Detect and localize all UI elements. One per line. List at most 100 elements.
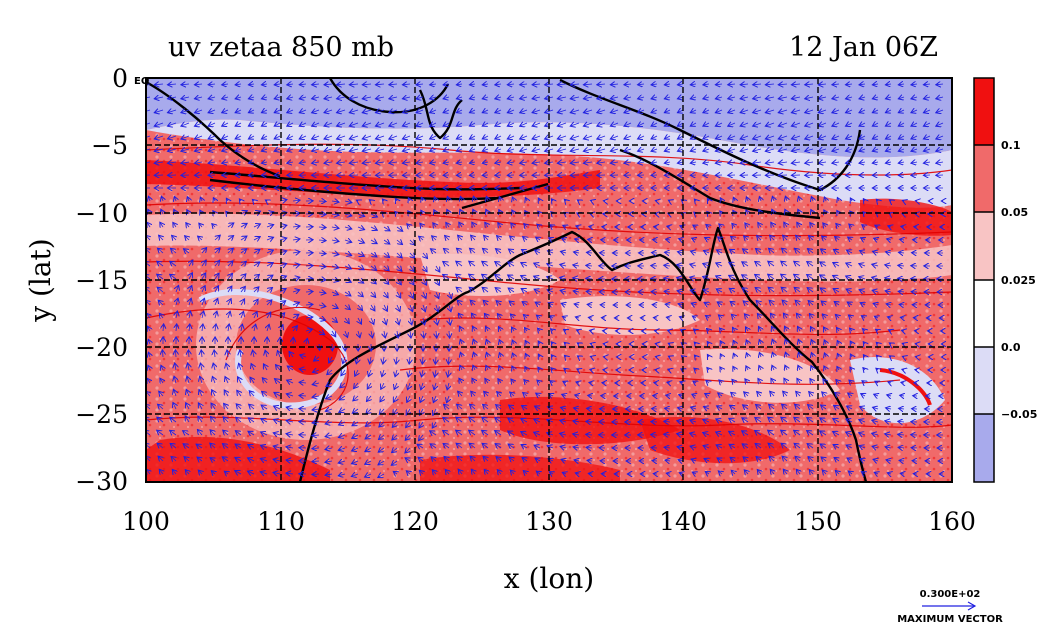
wind-vector-arrow	[331, 253, 339, 255]
wind-vector-arrow	[261, 123, 267, 126]
wind-vector-arrow	[664, 97, 671, 99]
wind-vector-arrow	[337, 149, 346, 151]
wind-vector-arrow	[805, 123, 814, 126]
wind-vector-arrow	[791, 149, 801, 151]
wind-vector-arrow	[532, 84, 541, 85]
wind-vector-arrow	[362, 162, 372, 163]
wind-vector-arrow	[416, 110, 424, 113]
wind-vector-arrow	[597, 110, 606, 113]
wind-vector-arrow	[520, 97, 528, 99]
wind-vector-arrow	[532, 110, 541, 113]
wind-vector-arrow	[148, 196, 150, 201]
wind-vector-arrow	[923, 123, 931, 126]
wind-vector-arrow	[324, 162, 333, 163]
wind-vector-arrow	[765, 136, 775, 139]
wind-vector-arrow	[818, 97, 827, 99]
wind-vector-arrow	[690, 84, 697, 85]
wind-vector-arrow	[718, 237, 722, 240]
wind-vector-arrow	[200, 197, 202, 201]
wind-vector-arrow	[823, 223, 826, 227]
equator-label: EQ	[134, 76, 149, 87]
wind-vector-arrow	[703, 136, 710, 139]
wind-vector-arrow	[318, 240, 326, 241]
wind-vector-arrow	[715, 84, 723, 85]
wind-vector-arrow	[274, 97, 281, 99]
wind-vector-arrow	[936, 123, 944, 126]
wind-vector-arrow	[222, 97, 229, 99]
wind-vector-arrow	[407, 224, 410, 227]
wind-vector-arrow	[583, 123, 593, 126]
wind-vector-arrow	[266, 250, 273, 253]
wind-vector-arrow	[292, 200, 300, 201]
wind-vector-arrow	[274, 136, 281, 139]
wind-vector-arrow	[703, 250, 709, 253]
wind-vector-arrow	[859, 110, 866, 113]
wind-vector-arrow	[482, 123, 489, 126]
wind-vector-arrow	[235, 84, 242, 85]
wind-vector-arrow	[597, 84, 606, 85]
wind-vector-arrow	[446, 222, 449, 227]
wind-vector-arrow	[469, 248, 476, 253]
wind-vector-arrow	[703, 84, 710, 85]
wind-vector-arrow	[885, 162, 892, 163]
wind-vector-arrow	[485, 222, 488, 227]
wind-vector-arrow	[740, 110, 749, 113]
wind-vector-arrow	[375, 162, 385, 163]
wind-vector-arrow	[507, 84, 515, 85]
wind-vector-arrow	[408, 198, 410, 201]
wind-vector-arrow	[227, 223, 234, 227]
wind-vector-arrow	[167, 110, 177, 113]
wind-vector-arrow	[832, 149, 840, 151]
wind-vector-arrow	[331, 201, 339, 202]
wind-vector-arrow	[469, 123, 475, 126]
wind-vector-arrow	[833, 249, 839, 253]
wind-vector-arrow	[728, 149, 736, 151]
wind-vector-arrow	[740, 97, 749, 99]
wind-vector-arrow	[384, 266, 389, 271]
wind-vector-arrow	[557, 110, 567, 113]
wind-vector-arrow	[862, 225, 865, 227]
wind-vector-arrow	[720, 198, 722, 201]
wind-vector-arrow	[482, 149, 489, 151]
wind-vector-arrow	[349, 149, 359, 151]
wind-vector-arrow	[456, 97, 463, 99]
wind-vector-arrow	[402, 162, 411, 163]
wind-vector-arrow	[577, 213, 579, 214]
wind-vector-arrow	[235, 149, 242, 151]
wind-vector-arrow	[936, 136, 944, 139]
wind-vector-arrow	[507, 97, 515, 99]
wind-vector-arrow	[299, 97, 307, 99]
wind-vector-arrow	[536, 237, 540, 240]
wind-vector-arrow	[512, 210, 514, 214]
wind-vector-arrow	[395, 198, 397, 201]
wind-vector-arrow	[651, 162, 658, 163]
wind-vector-arrow	[728, 110, 736, 113]
wind-vector-arrow	[887, 239, 891, 240]
wind-vector-arrow	[312, 136, 320, 139]
wind-vector-arrow	[222, 123, 229, 126]
wind-vector-arrow	[545, 84, 554, 85]
x-tick-label: 160	[928, 507, 976, 536]
wind-vector-arrow	[885, 84, 892, 85]
wind-vector-arrow	[185, 236, 189, 240]
wind-vector-arrow	[443, 84, 450, 85]
wind-vector-arrow	[537, 224, 540, 227]
wind-vector-arrow	[651, 136, 658, 139]
wind-vector-arrow	[677, 136, 683, 139]
wind-vector-arrow	[240, 211, 247, 214]
wind-vector-arrow	[534, 250, 540, 253]
wind-vector-arrow	[729, 249, 735, 253]
wind-vector-arrow	[194, 162, 203, 163]
wind-vector-arrow	[208, 162, 216, 163]
wind-vector-arrow	[261, 162, 268, 163]
wind-vector-arrow	[859, 97, 866, 99]
wind-vector-arrow	[845, 97, 853, 99]
wind-vector-arrow	[370, 266, 377, 270]
wind-vector-arrow	[703, 97, 710, 99]
wind-vector-arrow	[758, 222, 761, 227]
wind-vector-arrow	[337, 110, 346, 113]
wind-vector-arrow	[510, 236, 514, 240]
wind-vector-arrow	[212, 224, 215, 227]
wind-vector-arrow	[402, 149, 411, 151]
x-tick-label: 140	[659, 507, 707, 536]
